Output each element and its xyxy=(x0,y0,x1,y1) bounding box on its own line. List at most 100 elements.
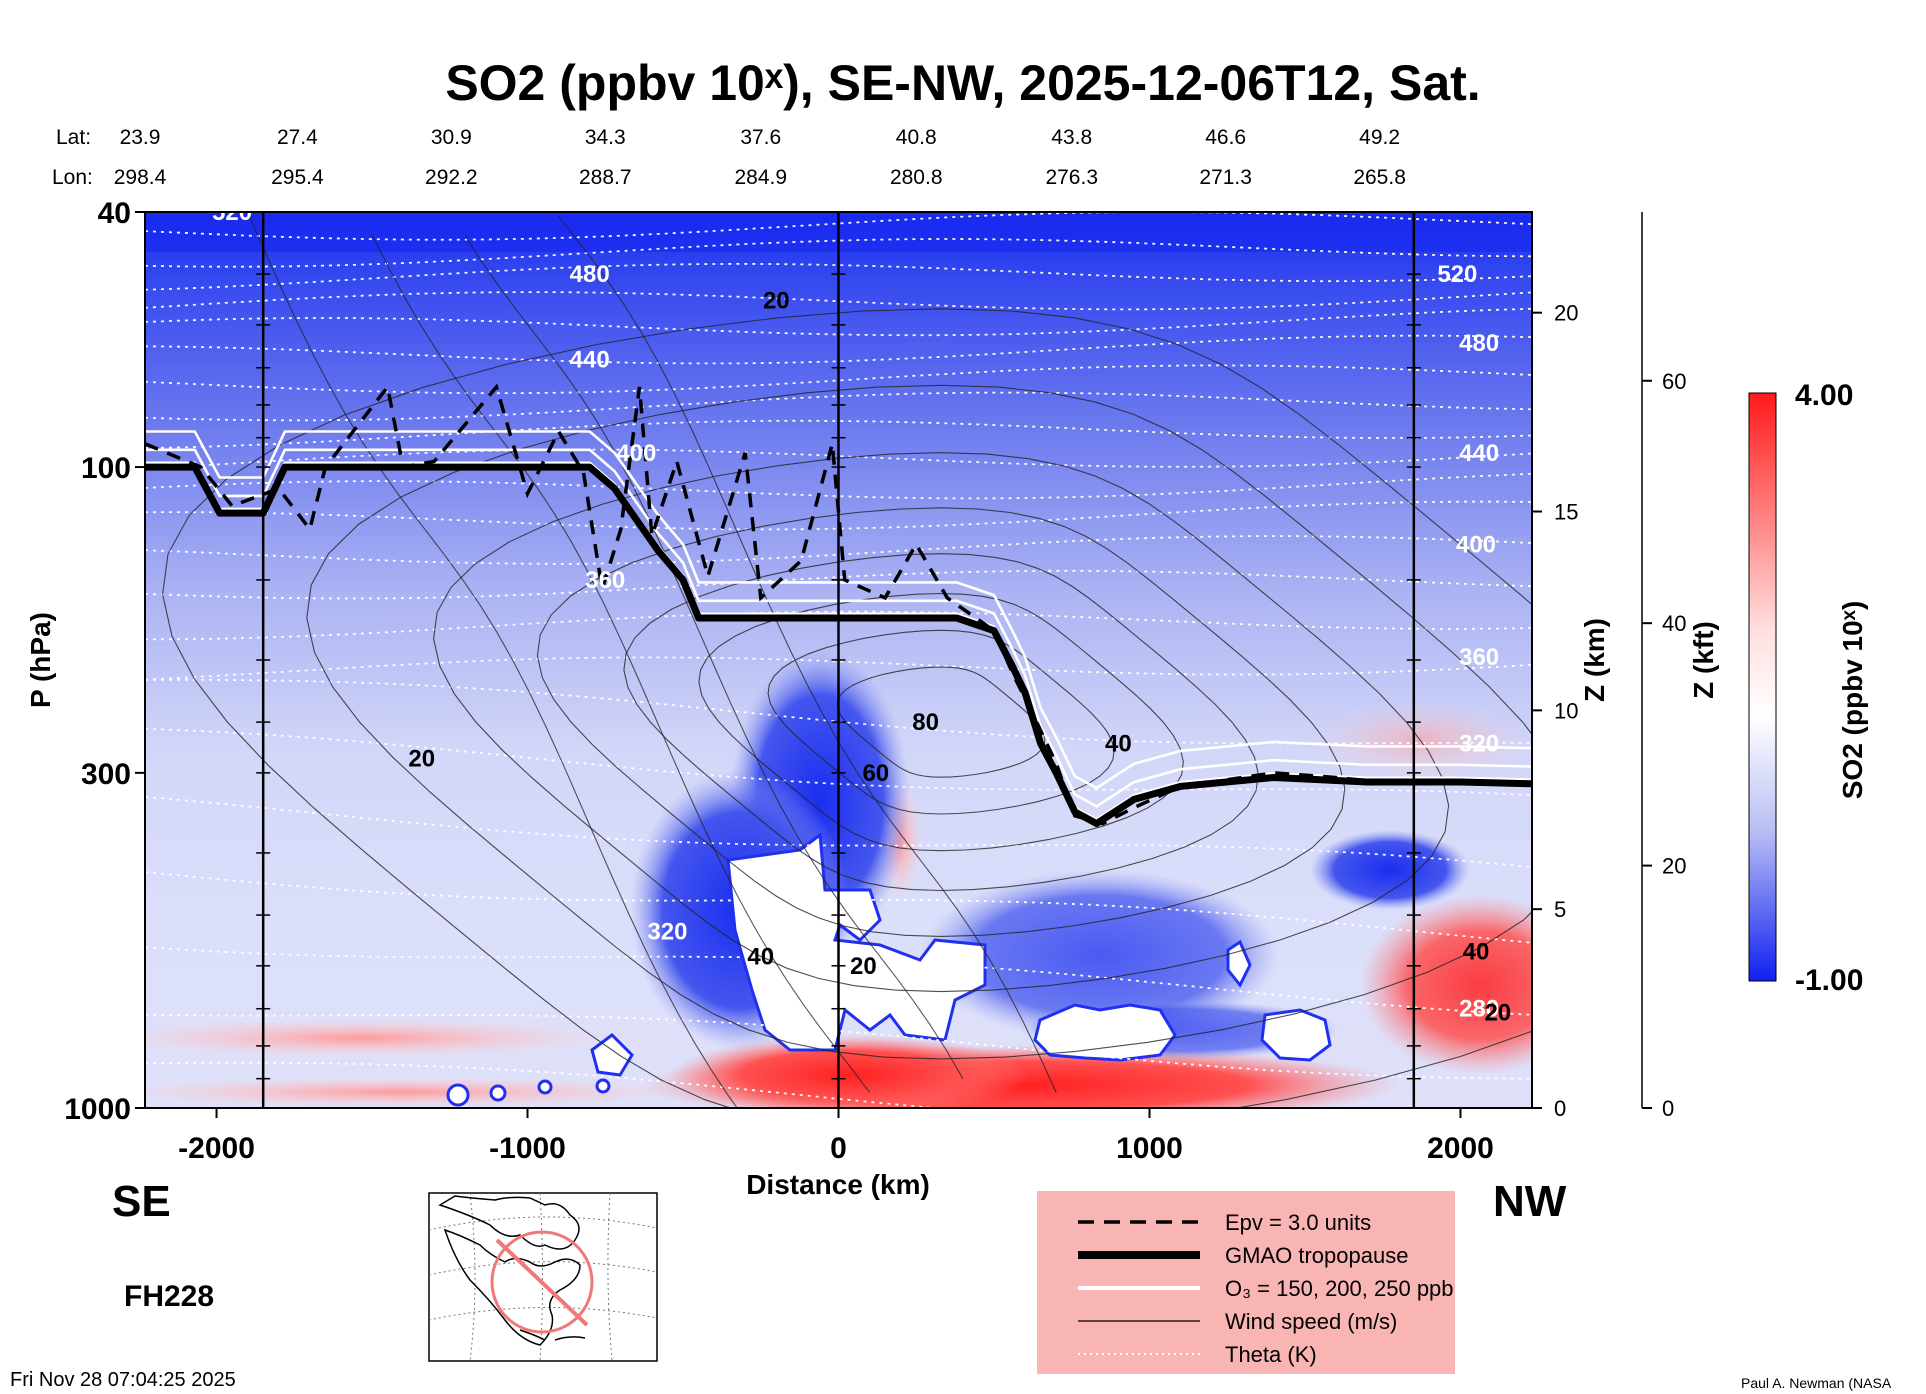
wind-contour xyxy=(536,507,1346,937)
plot-area: 520480440400360320520480440400360320280 … xyxy=(145,199,1532,1108)
z-km-tick-label: 0 xyxy=(1554,1096,1566,1121)
legend-label-ozone: O₃ = 150, 200, 250 ppb xyxy=(1225,1276,1454,1301)
p-tick-label: 100 xyxy=(81,452,131,485)
so2-white-dot-d xyxy=(595,1078,611,1094)
so2-white-patch-e xyxy=(590,1033,634,1077)
ozone-contour xyxy=(145,461,1532,821)
theta-label: 360 xyxy=(1459,644,1499,671)
z-kft-tick-label: 40 xyxy=(1662,611,1686,636)
z-km-tick-label: 15 xyxy=(1554,500,1578,525)
lat-label: Lat: xyxy=(56,126,91,149)
x-tick-label: 1000 xyxy=(1116,1132,1183,1165)
lat-value: 34.3 xyxy=(585,126,626,149)
lat-value: 40.8 xyxy=(896,126,937,149)
reference-lines xyxy=(256,212,1421,1108)
lon-label: Lon: xyxy=(52,166,93,189)
wind-contour xyxy=(306,384,1532,1060)
lon-value: 295.4 xyxy=(271,166,324,189)
so2-low-mid xyxy=(920,870,1280,1040)
x-axis-label: Distance (km) xyxy=(746,1169,930,1200)
z-km-axis: 0 5 10 15 20 xyxy=(1532,301,1578,1121)
x-tick-label: -1000 xyxy=(489,1132,566,1165)
wind-label: 60 xyxy=(862,760,889,787)
wind-label: 20 xyxy=(1484,1000,1511,1027)
lon-value: 265.8 xyxy=(1353,166,1406,189)
wind-label: 40 xyxy=(1105,731,1132,758)
legend-label-epv: Epv = 3.0 units xyxy=(1225,1210,1371,1235)
wind-contour xyxy=(623,553,1259,892)
wind-contour xyxy=(433,452,1450,993)
p-tick-label: 40 xyxy=(98,197,131,230)
so2-surface-pink-west xyxy=(145,1018,620,1058)
theta-label: 520 xyxy=(1437,261,1477,288)
wind-label: 80 xyxy=(912,709,939,736)
lon-value: 284.9 xyxy=(734,166,787,189)
wind-label: 40 xyxy=(1463,939,1490,966)
x-tick-label: 0 xyxy=(830,1132,847,1165)
ozone-contours xyxy=(145,430,1532,821)
legend-label-wind: Wind speed (m/s) xyxy=(1225,1309,1397,1334)
lon-value: 288.7 xyxy=(579,166,632,189)
credit: Paul A. Newman (NASA xyxy=(1741,1375,1892,1391)
theta-label: 360 xyxy=(585,567,625,594)
wind-contour xyxy=(162,308,1532,1108)
theta-labels: 520 480 440 400 360 320 520 480 440 400 360 320 280 xyxy=(212,199,1499,1023)
wind-contour xyxy=(371,234,871,1093)
wind-contour xyxy=(558,215,1057,1093)
so2-white-patch-b xyxy=(1033,1003,1177,1062)
z-km-tick-label: 5 xyxy=(1554,897,1566,922)
wind-label: 20 xyxy=(408,746,435,773)
theta-label: 480 xyxy=(1459,330,1499,357)
wind-label: 20 xyxy=(763,288,790,315)
theta-label: 440 xyxy=(1459,440,1499,467)
wind-labels: 20 20 80 60 40 40 20 40 20 xyxy=(408,288,1511,1027)
x-axis: -2000 -1000 0 1000 2000 xyxy=(178,1108,1494,1165)
lat-value: 37.6 xyxy=(740,126,781,149)
z-kft-axis: 0 20 40 60 xyxy=(1641,212,1686,1121)
so2-white-dot-b xyxy=(489,1084,507,1102)
legend: Epv = 3.0 units GMAO tropopause O₃ = 150, … xyxy=(1037,1191,1455,1374)
so2-white-patch-a xyxy=(726,832,987,1052)
wind-contour xyxy=(464,235,964,1079)
lon-value: 271.3 xyxy=(1199,166,1252,189)
chart-title: SO2 (ppbv 10ˣ), SE-NW, 2025-12-06T12, Sa… xyxy=(445,55,1480,111)
y-axis-label: P (hPa) xyxy=(25,612,56,708)
wind-label: 40 xyxy=(747,943,774,970)
colorbar-max: 4.00 xyxy=(1795,379,1853,412)
theta-label: 320 xyxy=(647,918,687,945)
lat-value: 23.9 xyxy=(120,126,161,149)
lon-value: 276.3 xyxy=(1045,166,1098,189)
forecast-hour: FH228 xyxy=(124,1280,214,1313)
theta-contour xyxy=(145,796,1532,868)
so2-low-nw xyxy=(1310,830,1470,910)
colorbar-min: -1.00 xyxy=(1795,964,1863,997)
direction-nw: NW xyxy=(1493,1177,1567,1226)
z-kft-tick-label: 60 xyxy=(1662,369,1686,394)
lat-value: 43.8 xyxy=(1051,126,1092,149)
theta-label: 280 xyxy=(1459,996,1499,1023)
theta-contour xyxy=(145,871,1532,944)
theta-contours xyxy=(145,212,1532,1108)
lat-value: 49.2 xyxy=(1359,126,1400,149)
direction-se: SE xyxy=(112,1177,171,1226)
so2-high-northwest xyxy=(1360,895,1532,1075)
so2-surface-pink-west-low xyxy=(145,1076,700,1108)
lat-lon-header: Lat: Lon: 23.9 298.4 27.4 295.4 30.9 292.2 34.3 2… xyxy=(52,126,1406,189)
lon-value: 298.4 xyxy=(114,166,167,189)
z-kft-tick-label: 20 xyxy=(1662,854,1686,879)
ozone-contour xyxy=(145,448,1532,808)
z-km-tick-label: 20 xyxy=(1554,301,1578,326)
timestamp: Fri Nov 28 07:04:25 2025 xyxy=(10,1369,236,1391)
so2-white-dot-a xyxy=(446,1083,470,1107)
theta-label: 400 xyxy=(1456,531,1496,558)
theta-label: 520 xyxy=(212,199,252,226)
z-km-tick-label: 10 xyxy=(1554,698,1578,723)
theta-label: 440 xyxy=(570,347,610,374)
colorbar-label: SO2 (ppbv 10ˣ) xyxy=(1837,601,1868,800)
p-tick-label: 300 xyxy=(81,758,131,791)
ozone-contour xyxy=(145,430,1532,790)
lat-value: 46.6 xyxy=(1205,126,1246,149)
x-tick-label: 2000 xyxy=(1427,1132,1494,1165)
z-kft-tick-label: 0 xyxy=(1662,1096,1674,1121)
